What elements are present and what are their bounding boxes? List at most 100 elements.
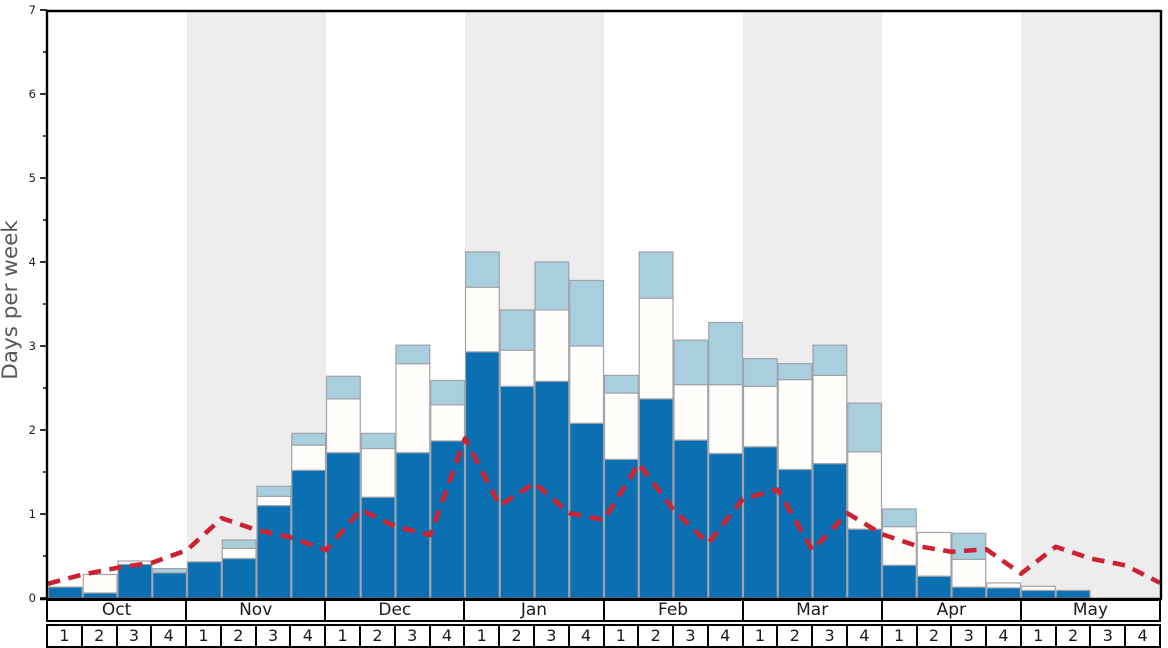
week-cell-mar-4: 4 [847, 626, 883, 646]
y-tick-label: 3 [29, 339, 36, 353]
bar-dark-blue-apr-w2 [916, 575, 952, 599]
bar-light-blue-oct-w4 [152, 567, 188, 574]
bar-light-blue-feb-w2 [638, 251, 674, 299]
bar-dark-blue-feb-w2 [638, 398, 674, 599]
bar-white-feb-w1 [603, 392, 639, 461]
bar-dark-blue-feb-w1 [603, 458, 639, 599]
bar-white-nov-w2 [221, 547, 257, 560]
bar-white-dec-w4 [430, 404, 466, 442]
y-tick-label: 1 [29, 507, 36, 521]
week-cell-mar-1: 1 [743, 626, 779, 646]
bar-light-blue-nov-w3 [256, 485, 292, 497]
bar-light-blue-apr-w1 [881, 508, 917, 528]
bar-dark-blue-nov-w3 [256, 505, 292, 599]
bar-dark-blue-oct-w2 [82, 592, 118, 599]
week-cell-apr-4: 4 [987, 626, 1022, 646]
bar-dark-blue-oct-w1 [47, 586, 83, 599]
bar-white-oct-w2 [82, 573, 118, 594]
week-cell-nov-3: 3 [256, 626, 292, 646]
week-cell-jan-2: 2 [500, 626, 535, 646]
bar-light-blue-jan-w1 [464, 251, 500, 288]
week-cell-oct-1: 1 [48, 626, 83, 646]
bar-white-mar-w2 [777, 379, 813, 471]
y-tick-label: 7 [29, 3, 36, 17]
week-cell-jan-1: 1 [465, 626, 501, 646]
bar-dark-blue-nov-w1 [186, 561, 222, 599]
bar-dark-blue-apr-w4 [986, 587, 1022, 599]
bar-light-blue-mar-w1 [742, 358, 778, 387]
y-tick-label: 2 [29, 423, 36, 437]
month-cell-apr: Apr [882, 601, 1022, 620]
bar-dark-blue-dec-w1 [325, 452, 361, 599]
bar-light-blue-mar-w4 [847, 402, 883, 453]
month-axis-row: Oct Nov Dec Jan Feb Mar Apr May [46, 599, 1161, 622]
bar-white-may-w1 [1020, 585, 1056, 592]
y-tick-label: 5 [29, 171, 36, 185]
bar-white-mar-w3 [812, 374, 848, 465]
bar-white-apr-w2 [916, 531, 952, 577]
week-cell-mar-3: 3 [813, 626, 848, 646]
bar-white-jan-w1 [464, 286, 500, 353]
bar-white-dec-w2 [360, 447, 396, 498]
bar-light-blue-jan-w2 [499, 309, 535, 351]
bar-white-nov-w4 [291, 444, 327, 471]
bar-white-apr-w4 [986, 582, 1022, 589]
bar-light-blue-dec-w4 [430, 379, 466, 406]
bar-white-jan-w3 [534, 309, 570, 382]
bar-dark-blue-mar-w3 [812, 463, 848, 599]
week-cell-feb-1: 1 [604, 626, 640, 646]
bar-light-blue-jan-w3 [534, 261, 570, 311]
y-axis-title: Days per week [0, 220, 23, 380]
week-cell-jan-3: 3 [534, 626, 570, 646]
bar-dark-blue-may-w2 [1055, 589, 1091, 599]
bar-light-blue-mar-w2 [777, 363, 813, 381]
bar-white-nov-w3 [256, 495, 292, 507]
bar-dark-blue-jan-w4 [569, 422, 605, 599]
bar-light-blue-feb-w3 [673, 339, 709, 386]
month-cell-nov: Nov [187, 601, 327, 620]
week-cell-feb-3: 3 [674, 626, 709, 646]
bar-light-blue-apr-w3 [951, 532, 987, 560]
bar-dark-blue-oct-w3 [117, 563, 153, 599]
bar-dark-blue-dec-w3 [395, 452, 431, 599]
bar-dark-blue-dec-w2 [360, 496, 396, 599]
week-cell-apr-1: 1 [882, 626, 918, 646]
bar-dark-blue-nov-w2 [221, 557, 257, 599]
week-cell-oct-4: 4 [152, 626, 188, 646]
bar-dark-blue-feb-w4 [708, 452, 744, 599]
bar-dark-blue-mar-w2 [777, 468, 813, 599]
week-cell-feb-4: 4 [708, 626, 744, 646]
bar-white-feb-w3 [673, 384, 709, 441]
week-cell-jan-4: 4 [569, 626, 605, 646]
bar-light-blue-feb-w4 [708, 321, 744, 386]
week-cell-oct-3: 3 [117, 626, 153, 646]
week-cell-dec-4: 4 [430, 626, 466, 646]
bar-white-jan-w2 [499, 349, 535, 387]
y-tick-label: 4 [29, 255, 36, 269]
bar-light-blue-dec-w1 [325, 375, 361, 400]
week-cell-dec-3: 3 [395, 626, 431, 646]
week-cell-feb-2: 2 [639, 626, 675, 646]
bar-white-feb-w2 [638, 297, 674, 400]
y-tick-label: 6 [29, 87, 36, 101]
bar-white-mar-w1 [742, 385, 778, 448]
month-band-may [1021, 10, 1160, 598]
bar-dark-blue-may-w1 [1020, 589, 1056, 599]
bar-dark-blue-feb-w3 [673, 439, 709, 599]
bar-light-blue-mar-w3 [812, 344, 848, 377]
week-cell-oct-2: 2 [82, 626, 118, 646]
bar-dark-blue-jan-w2 [499, 385, 535, 599]
week-cell-may-4: 4 [1126, 626, 1159, 646]
week-cell-nov-2: 2 [221, 626, 257, 646]
bar-dark-blue-apr-w3 [951, 586, 987, 599]
week-cell-nov-4: 4 [291, 626, 327, 646]
bar-white-apr-w3 [951, 558, 987, 588]
month-cell-dec: Dec [326, 601, 466, 620]
week-cell-dec-2: 2 [361, 626, 396, 646]
month-cell-feb: Feb [604, 601, 744, 620]
month-cell-mar: Mar [743, 601, 883, 620]
week-cell-may-2: 2 [1056, 626, 1092, 646]
week-cell-nov-1: 1 [187, 626, 222, 646]
